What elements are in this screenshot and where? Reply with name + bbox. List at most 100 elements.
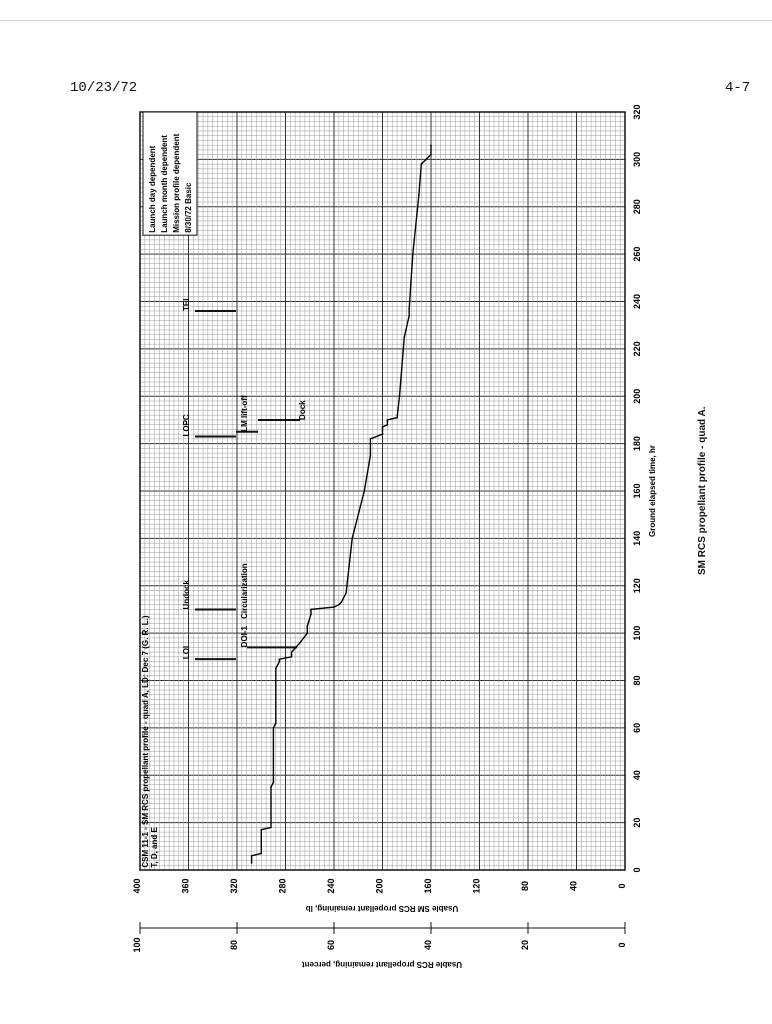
data-point — [290, 656, 293, 658]
y-tick-label: 40 — [569, 881, 579, 891]
secondary-tick-label: 40 — [423, 940, 433, 950]
legend-entry: Launch month dependent — [160, 135, 169, 233]
x-tick-label: 220 — [632, 341, 642, 356]
header-text: T, D, and E — [150, 827, 159, 868]
data-point — [333, 606, 335, 608]
event-label: LOI — [182, 646, 191, 659]
data-point — [396, 416, 398, 419]
page-number: 4-7 — [725, 80, 751, 96]
legend-entry: Launch day dependent — [148, 145, 157, 232]
y-tick-label: 200 — [375, 878, 385, 893]
data-point — [275, 667, 277, 670]
y-tick-label: 120 — [472, 878, 482, 893]
x-tick-label: 320 — [632, 104, 642, 119]
data-point — [306, 625, 309, 627]
secondary-tick-label: 20 — [520, 940, 530, 950]
legend-entry: Mission profile dependent — [172, 133, 181, 232]
x-tick-label: 80 — [632, 675, 642, 685]
scan-border — [0, 20, 772, 21]
data-point — [430, 153, 432, 156]
data-point — [386, 419, 389, 421]
data-point — [310, 613, 312, 615]
data-point — [278, 660, 281, 663]
chart-title: CSM 11-1 - SM RCS propellant profile - q… — [141, 615, 150, 868]
data-point — [250, 862, 253, 864]
plot-frame — [139, 111, 626, 871]
data-point — [260, 828, 263, 831]
data-point — [260, 852, 263, 855]
data-point — [403, 336, 406, 338]
x-tick-label: 0 — [632, 867, 642, 872]
x-tick-label: 120 — [632, 578, 642, 593]
data-point — [290, 651, 293, 653]
data-point — [272, 781, 275, 784]
x-tick-label: 240 — [632, 294, 642, 309]
data-point — [369, 438, 372, 440]
data-point — [250, 854, 253, 857]
data-point — [345, 592, 347, 594]
event-label: Circularization — [240, 563, 249, 619]
event-label: TEI — [182, 299, 191, 311]
y-tick-label: 400 — [132, 878, 142, 893]
page-date: 10/23/72 — [70, 80, 138, 96]
x-tick-label: 40 — [632, 770, 642, 780]
data-point — [275, 722, 277, 724]
data-point — [306, 632, 309, 634]
data-point — [408, 314, 410, 317]
x-axis-title: Ground elapsed time, hr — [648, 445, 657, 537]
event-label: Undock — [182, 580, 191, 610]
data-point — [398, 395, 401, 398]
data-point — [270, 826, 272, 829]
y-tick-label: 320 — [229, 878, 239, 893]
data-point — [418, 194, 420, 196]
event-label: LM lift-off — [240, 395, 249, 432]
x-tick-label: 260 — [632, 247, 642, 262]
y-tick-label: 360 — [181, 878, 191, 893]
x-tick-label: 140 — [632, 531, 642, 546]
data-point — [381, 426, 384, 428]
data-point — [270, 786, 272, 788]
data-point — [278, 658, 281, 660]
data-point — [299, 641, 301, 644]
y-tick-label: 160 — [423, 878, 433, 893]
chart-axes: 0 20 40 60 80 100 120 140 160 180 200 220 240 260 280 3… — [132, 104, 642, 952]
y-secondary-axis-title: Usable RCS propellant remaining, percent — [302, 960, 462, 969]
data-point — [420, 163, 423, 165]
x-tick-label: 60 — [632, 723, 642, 733]
series-line — [250, 145, 432, 863]
event-label: Dock — [298, 400, 307, 420]
chart-grid — [139, 111, 626, 871]
data-point — [310, 608, 312, 611]
data-point — [340, 601, 343, 604]
event-label: DOI-1 — [240, 625, 249, 647]
legend-entry: 8/30/72 Basic — [184, 182, 193, 233]
data-point — [338, 603, 340, 606]
x-tick-label: 200 — [632, 389, 642, 404]
data-point — [381, 433, 384, 435]
data-point — [363, 490, 366, 492]
x-tick-label: 160 — [632, 483, 642, 498]
secondary-tick-label: 100 — [132, 937, 142, 952]
y-tick-label: 280 — [278, 878, 288, 893]
x-tick-label: 180 — [632, 436, 642, 451]
x-tick-label: 280 — [632, 199, 642, 214]
data-point — [408, 307, 410, 310]
data-point — [430, 144, 432, 146]
data-point — [351, 537, 353, 540]
secondary-tick-label: 0 — [617, 942, 627, 947]
x-tick-label: 300 — [632, 152, 642, 167]
data-point — [412, 253, 414, 255]
legend-box — [142, 111, 198, 236]
secondary-tick-label: 60 — [326, 940, 336, 950]
x-tick-label: 100 — [632, 626, 642, 641]
data-point — [369, 454, 372, 457]
y-tick-label: 0 — [617, 883, 627, 888]
chart-series — [250, 144, 432, 864]
chart-event-markers: LOI DOI-1 Circularization Undock LOPC LM lift… — [182, 299, 307, 661]
chart-labels: Usable SM RCS propellant remaining, lb Us… — [141, 111, 657, 969]
data-point — [386, 423, 389, 426]
y-tick-label: 240 — [326, 878, 336, 893]
event-label: LOPC — [182, 414, 191, 436]
y-axis-title: Usable SM RCS propellant remaining, lb — [306, 904, 459, 913]
